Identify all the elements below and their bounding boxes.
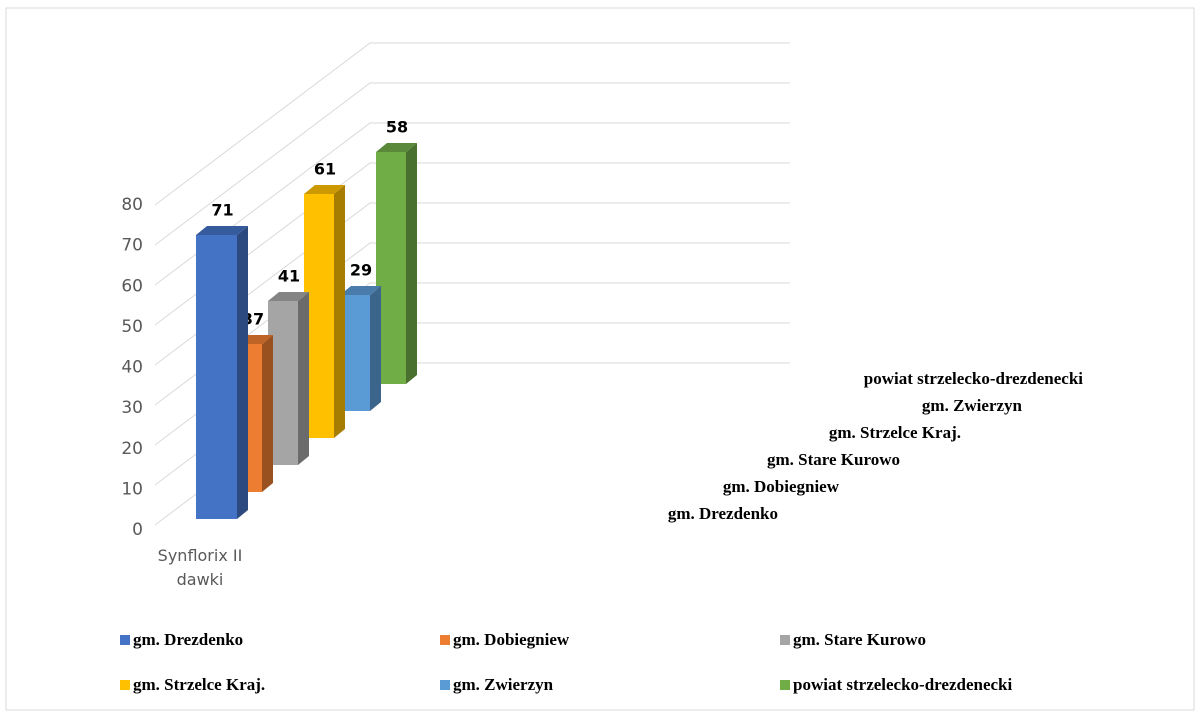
y-tick-label: 50: [121, 317, 143, 337]
bar: [376, 143, 417, 384]
legend-swatch: [780, 680, 790, 690]
legend-label: gm. Zwierzyn: [453, 675, 554, 694]
y-tick-label: 30: [121, 398, 143, 418]
bar-side: [262, 335, 273, 492]
legend-swatch: [120, 680, 130, 690]
data-label: 61: [314, 160, 336, 179]
bar: [268, 292, 309, 465]
legend-label: gm. Drezdenko: [133, 630, 243, 649]
data-label: 41: [278, 267, 300, 286]
depth-tick-label: gm. Dobiegniew: [723, 477, 840, 496]
grid-line: [154, 82, 790, 246]
data-label: 71: [211, 201, 233, 220]
y-tick-label: 10: [121, 479, 143, 499]
bar-top: [268, 292, 309, 301]
y-tick-label: 40: [121, 358, 143, 378]
bar-front: [196, 235, 237, 519]
grid-line: [154, 162, 790, 326]
y-tick-label: 80: [121, 195, 143, 215]
grid-line: [154, 122, 790, 286]
legend-swatch: [780, 635, 790, 645]
bar: [196, 226, 248, 519]
bar-side: [406, 143, 417, 384]
legend-label: gm. Dobiegniew: [453, 630, 570, 649]
bar-top: [196, 226, 248, 235]
grid-line: [154, 42, 790, 206]
bar-side: [334, 185, 345, 438]
depth-tick-label: gm. Stare Kurowo: [767, 450, 900, 469]
y-tick-label: 0: [132, 520, 143, 540]
depth-tick-label: gm. Drezdenko: [668, 504, 778, 523]
bar-side: [298, 292, 309, 465]
bar-side: [370, 286, 381, 411]
bar-top: [340, 286, 381, 295]
legend-label: gm. Stare Kurowo: [793, 630, 926, 649]
legend-swatch: [440, 680, 450, 690]
bar-top: [304, 185, 345, 194]
y-tick-label: 70: [121, 236, 143, 256]
y-tick-label: 60: [121, 276, 143, 296]
bar: [304, 185, 345, 438]
bar-side: [237, 226, 248, 519]
depth-tick-label: powiat strzelecko-drezdenecki: [864, 369, 1083, 388]
y-tick-label: 20: [121, 439, 143, 459]
data-label: 29: [350, 261, 372, 280]
legend-swatch: [120, 635, 130, 645]
depth-tick-label: gm. Zwierzyn: [922, 396, 1023, 415]
data-label: 58: [386, 118, 408, 137]
legend-swatch: [440, 635, 450, 645]
depth-tick-label: gm. Strzelce Kraj.: [829, 423, 961, 442]
chart-border: [5, 7, 1195, 711]
bar-top: [376, 143, 417, 152]
bar: [340, 286, 381, 411]
x-tick-label: Synflorix II dawki: [157, 546, 243, 589]
legend-label: powiat strzelecko-drezdenecki: [793, 675, 1012, 694]
legend-label: gm. Strzelce Kraj.: [133, 675, 265, 694]
